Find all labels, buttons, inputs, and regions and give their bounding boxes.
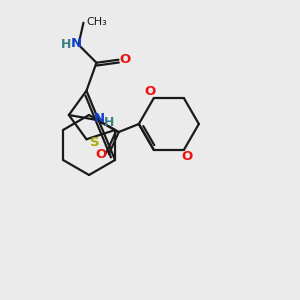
Text: H: H — [61, 38, 72, 51]
Text: CH₃: CH₃ — [86, 17, 107, 27]
Text: O: O — [120, 53, 131, 66]
Text: O: O — [182, 149, 193, 163]
Text: N: N — [71, 37, 82, 50]
Text: O: O — [145, 85, 156, 98]
Text: H: H — [103, 116, 114, 128]
Text: O: O — [95, 148, 106, 160]
Text: S: S — [90, 136, 99, 149]
Text: N: N — [93, 112, 104, 124]
